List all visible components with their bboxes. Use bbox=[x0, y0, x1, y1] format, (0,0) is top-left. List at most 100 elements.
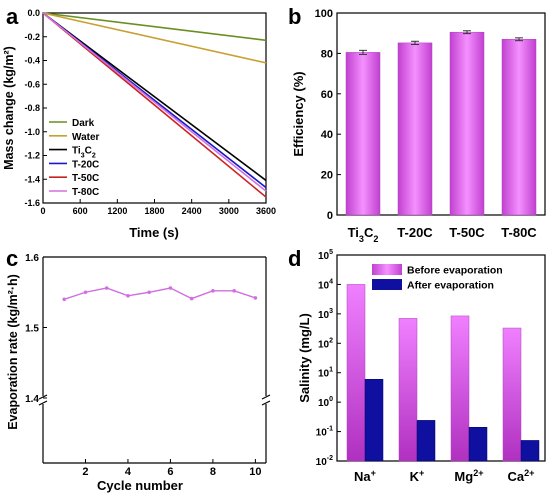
panel-a-series-line bbox=[42, 12, 267, 42]
panel-d-legend-label: Before evaporation bbox=[407, 265, 503, 277]
panel-c-series-line bbox=[64, 287, 256, 300]
panel-a-ytick: -1.6 bbox=[24, 198, 40, 208]
panel-b-bar bbox=[449, 31, 485, 216]
panel-c-point bbox=[62, 297, 67, 302]
panel-letter-d: d bbox=[288, 246, 301, 271]
panel-d-ylabel: Salinity (mg/L) bbox=[297, 313, 312, 403]
panel-c-point bbox=[211, 289, 215, 293]
panel-c-xtick: 4 bbox=[125, 466, 132, 478]
panel-d-ytick: 100 bbox=[318, 396, 333, 409]
panel-b-ytick: 80 bbox=[321, 48, 333, 60]
panel-a-ytick: -1.4 bbox=[24, 174, 40, 184]
panel-a-legend-label: T-80C bbox=[72, 187, 99, 198]
panel-d-bar bbox=[450, 315, 470, 462]
panel-b-ylabel: Efficiency (%) bbox=[291, 71, 306, 156]
panel-c-ytick: 1.6 bbox=[25, 253, 39, 264]
panel-b-category-label: T-80C bbox=[501, 225, 537, 240]
panel-d-ytick: 102 bbox=[318, 337, 333, 350]
panel-a-xtick: 2400 bbox=[182, 206, 202, 216]
panel-c-point bbox=[126, 293, 130, 298]
panel-d-bar bbox=[416, 420, 436, 462]
panel-d-category-label: K+ bbox=[410, 468, 425, 484]
panel-b-category-label: Ti3C2 bbox=[348, 225, 379, 244]
panel-b-ytick: 60 bbox=[321, 89, 333, 101]
panel-a-legend-label: Water bbox=[72, 132, 100, 143]
panel-d-ytick: 10-1 bbox=[316, 426, 333, 439]
panel-a-series-line bbox=[42, 12, 267, 182]
panel-b-ytick: 40 bbox=[321, 129, 333, 141]
panel-d-ytick: 105 bbox=[318, 249, 333, 262]
panel-c-xlabel: Cycle number bbox=[97, 478, 183, 493]
panel-c-ytick: 1.4 bbox=[25, 394, 39, 405]
panel-d-ytick: 104 bbox=[318, 278, 333, 291]
panel-d-ytick: 103 bbox=[318, 308, 333, 321]
panel-d-ytick: 101 bbox=[318, 367, 333, 380]
panel-b-category-label: T-20C bbox=[397, 225, 433, 240]
panel-b-ytick: 0 bbox=[327, 210, 333, 222]
panel-letter-b: b bbox=[288, 4, 301, 29]
panel-d-bar bbox=[468, 427, 488, 462]
panel-b-bar bbox=[501, 39, 537, 216]
panel-c-xtick: 10 bbox=[249, 466, 261, 478]
panel-a-series-line bbox=[42, 12, 267, 64]
panel-a-xtick: 3000 bbox=[219, 206, 239, 216]
panel-b-bar bbox=[397, 42, 433, 216]
panel-a-ytick: -0.8 bbox=[24, 103, 40, 113]
panel-a-legend-label: T-50C bbox=[72, 173, 99, 184]
panel-a-ytick: -1.0 bbox=[24, 127, 40, 137]
panel-d-legend-label: After evaporation bbox=[407, 280, 494, 292]
panel-a-ytick: -1.2 bbox=[24, 151, 40, 161]
panel-d-bar bbox=[520, 440, 540, 462]
panel-c-xtick: 6 bbox=[167, 466, 173, 478]
panel-b-ytick: 20 bbox=[321, 170, 333, 182]
panel-d-bar bbox=[364, 378, 384, 462]
panel-c-point bbox=[189, 296, 194, 301]
panel-c-point bbox=[253, 296, 258, 300]
panel-c-point bbox=[83, 290, 88, 295]
panel-d-bar bbox=[346, 284, 366, 462]
panel-a-xtick: 1200 bbox=[107, 206, 127, 216]
panel-a-legend-label: T-20C bbox=[72, 159, 99, 170]
panel-a-ylabel: Mass change (kg/m²) bbox=[2, 46, 16, 170]
panel-d-ytick: 10-2 bbox=[316, 455, 333, 468]
panel-d-legend-swatch bbox=[372, 264, 402, 275]
panel-b-category-label: T-50C bbox=[449, 225, 485, 240]
panel-c-point bbox=[232, 289, 236, 293]
panel-d-bar bbox=[502, 327, 522, 462]
panel-d-frame bbox=[336, 254, 546, 462]
panel-b-ytick: 100 bbox=[315, 8, 333, 20]
panel-a-ytick: -0.4 bbox=[24, 56, 40, 66]
panel-a-chart: 0 600 1200 1800 2400 3000 3600 0.0 -0.2 -0.4 -0.6 -… bbox=[2, 8, 276, 240]
panel-b-frame bbox=[336, 12, 546, 216]
panel-d-legend-swatch bbox=[372, 279, 402, 290]
panel-c-point bbox=[168, 286, 173, 290]
panel-d-category-label: Mg2+ bbox=[454, 468, 483, 484]
panel-c-xtick: 2 bbox=[82, 466, 88, 478]
panel-a-xtick: 1800 bbox=[144, 206, 164, 216]
panel-c-chart: 1.4 1.5 1.6 2 4 6 8 10 Cycle number Evaporation… bbox=[6, 253, 271, 493]
panel-b-bar bbox=[345, 52, 381, 216]
panel-c-axis-break bbox=[261, 394, 271, 400]
panel-a-series-line bbox=[42, 12, 267, 192]
panel-a-legend-label: Dark bbox=[72, 118, 95, 129]
panel-d-bar bbox=[398, 318, 418, 462]
panel-a-xtick: 600 bbox=[73, 206, 88, 216]
panel-c-ytick: 1.5 bbox=[25, 324, 39, 335]
panel-b-chart: 0 20 40 60 80 100 Ti3C2 T-20C T-50C T-80C Efficie… bbox=[291, 8, 546, 244]
panel-a-xtick: 3600 bbox=[256, 206, 276, 216]
panel-c-point bbox=[104, 286, 109, 290]
panel-a-xtick: 0 bbox=[40, 206, 45, 216]
panel-d-category-label: Ca2+ bbox=[508, 468, 535, 484]
panel-a-ytick: -0.2 bbox=[24, 32, 40, 42]
panel-c-point bbox=[147, 290, 151, 295]
panel-a-ytick: 0.0 bbox=[27, 8, 40, 18]
panel-c-xtick: 8 bbox=[210, 466, 216, 478]
panel-c-axis-break bbox=[38, 394, 48, 400]
panel-a-legend-label: Ti3C2 bbox=[72, 146, 96, 160]
panel-letter-c: c bbox=[6, 246, 18, 271]
panel-c-ylabel: Evaporation rate (kg/m²·h) bbox=[6, 274, 20, 430]
panel-d-category-label: Na+ bbox=[354, 468, 376, 484]
panel-letter-a: a bbox=[6, 4, 19, 29]
